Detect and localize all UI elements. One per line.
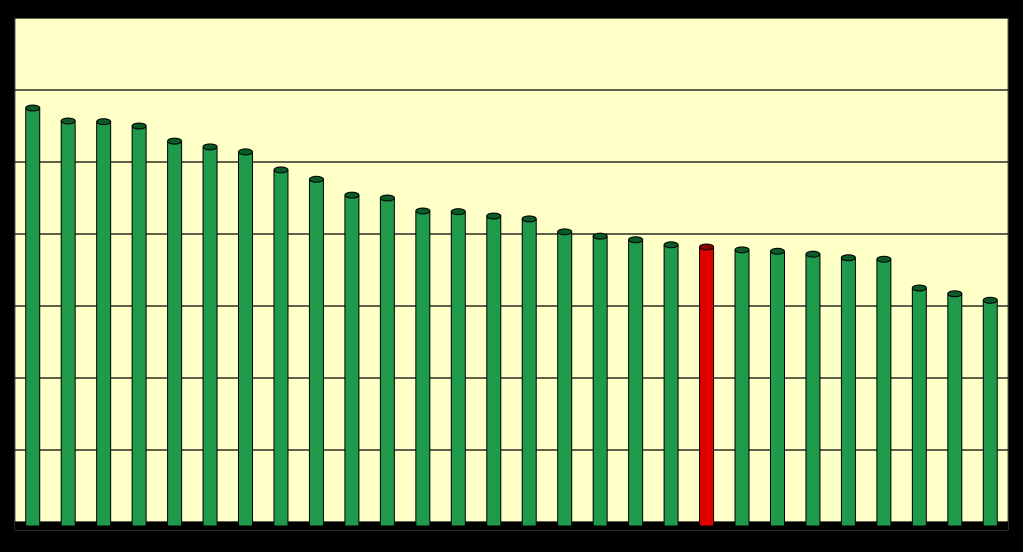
floor [15,522,1008,530]
bar [60,120,76,527]
bar-cap [734,246,750,254]
bar-cap [415,207,431,215]
bar [273,169,289,527]
bar-cap [663,241,679,249]
bar [911,287,927,527]
bar [521,218,537,527]
bar [238,151,254,527]
bar [947,293,963,527]
bar-cap [202,143,218,151]
bar [344,194,360,527]
bar [131,125,147,527]
bar [557,231,573,527]
bar-cap [379,194,395,202]
bar [25,107,41,527]
bar [167,140,183,527]
bar-cap [273,166,289,174]
bar-cap [805,250,821,258]
bar-cap [840,254,856,262]
bar [96,121,112,527]
bar [805,253,821,527]
bar-cap [592,232,608,240]
bar-cap [947,290,963,298]
bar-cap [557,228,573,236]
bar-cap [876,255,892,263]
bar [663,244,679,527]
bar-cap [486,212,502,220]
bar [308,178,324,527]
bar-cap [238,148,254,156]
bar-cap [769,247,785,255]
bar-cap [521,215,537,223]
bar [769,250,785,527]
bar [699,246,715,527]
bar-cap [450,208,466,216]
bar-cap [167,137,183,145]
bar [840,257,856,527]
plot-area [14,17,1009,531]
bar [450,211,466,527]
bar-cap [60,117,76,125]
bar [486,215,502,527]
bar-cap [699,243,715,251]
bar [379,197,395,527]
bar-cap [131,122,147,130]
bar [592,235,608,527]
bar [628,239,644,527]
bar-cap [308,175,324,183]
bar-cap [96,118,112,126]
bar-cap [911,284,927,292]
bar-cap [25,104,41,112]
bar-cap [982,296,998,304]
bar [982,299,998,527]
bar [415,210,431,527]
bar [734,249,750,527]
bar-cap [344,191,360,199]
bar-cap [628,236,644,244]
bar [202,146,218,527]
bar [876,258,892,527]
